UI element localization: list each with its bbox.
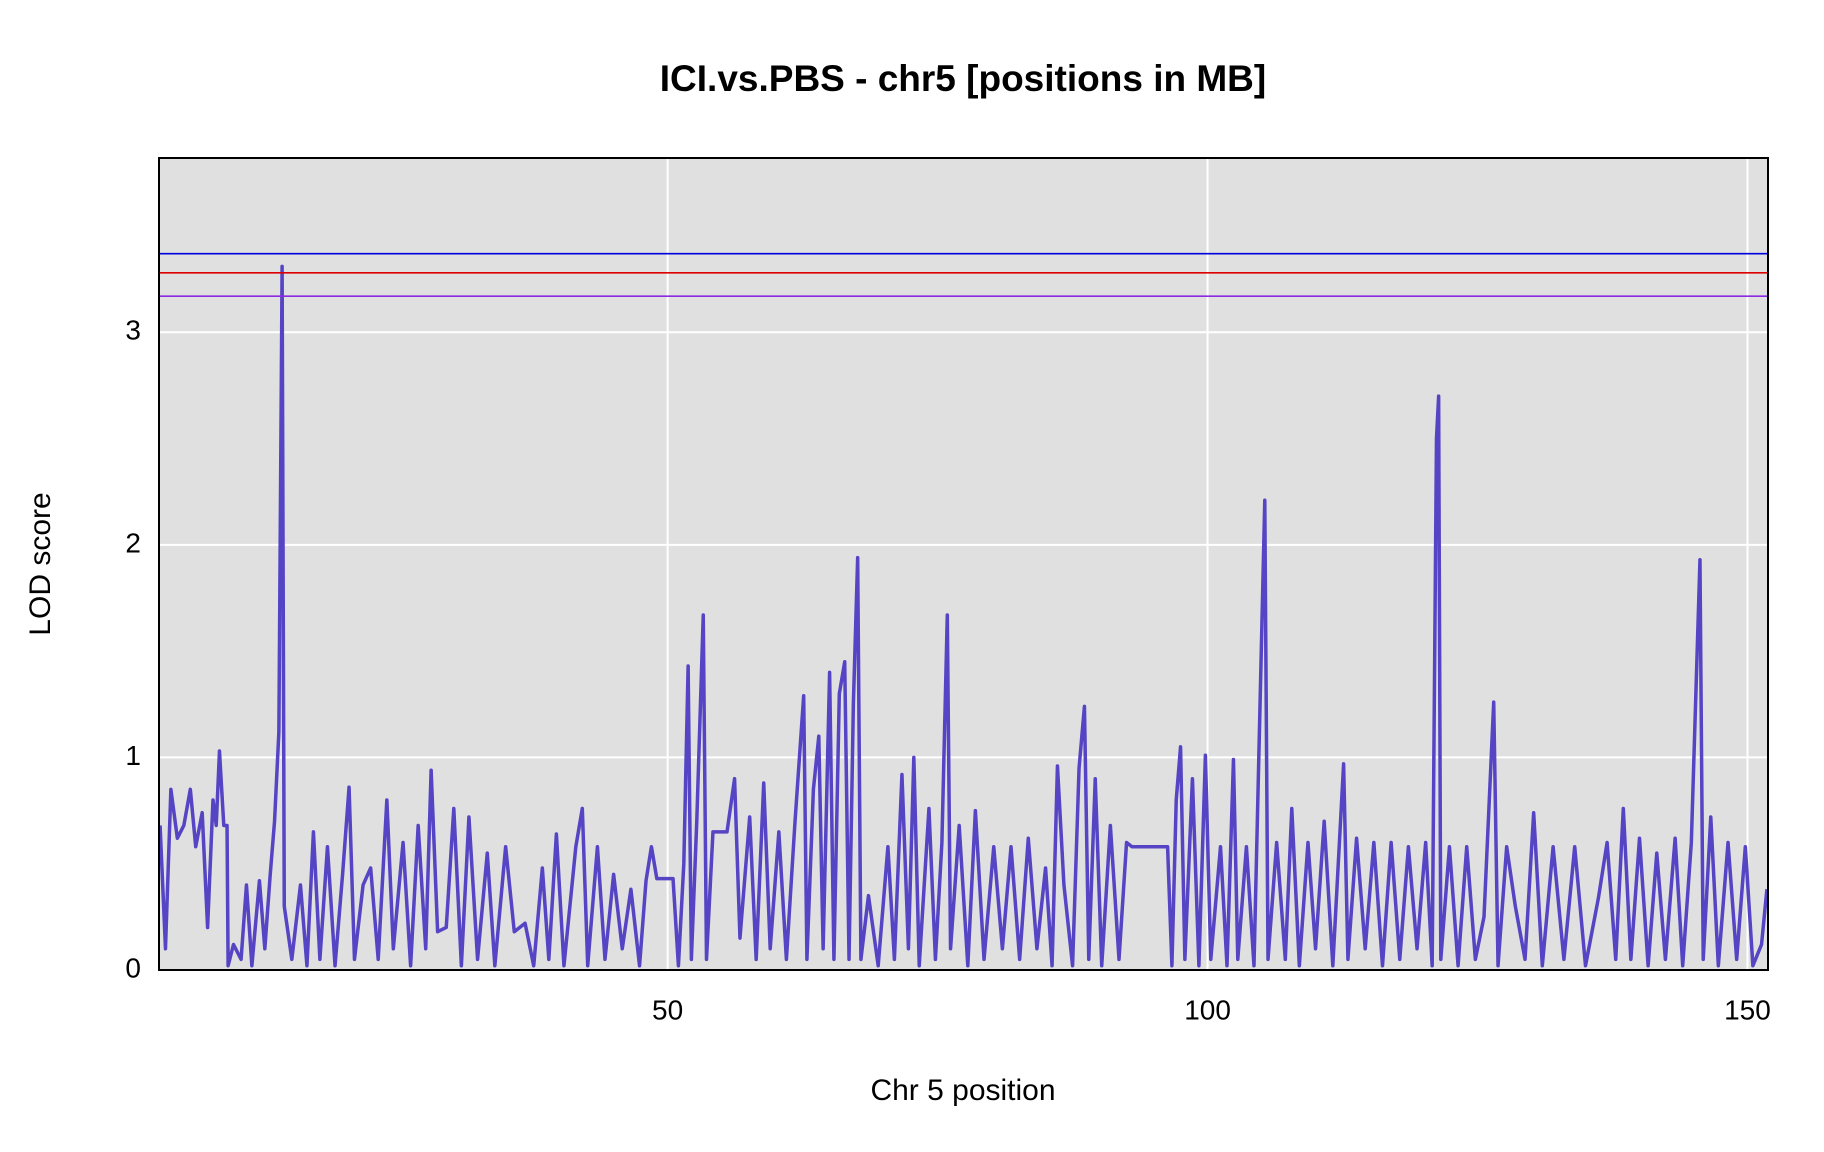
plot-background [159, 158, 1768, 970]
y-tick-label: 0 [125, 952, 141, 983]
lod-line [159, 264, 1768, 968]
y-tick-label: 1 [125, 740, 141, 771]
y-tick-label: 3 [125, 315, 141, 346]
x-axis-label: Chr 5 position [870, 1074, 1055, 1107]
y-axis-label: LOD score [24, 492, 57, 635]
x-tick-label: 50 [652, 994, 683, 1025]
chart-title: ICI.vs.PBS - chr5 [positions in MB] [660, 58, 1266, 99]
x-tick-label: 100 [1184, 994, 1231, 1025]
x-tick-label: 150 [1724, 994, 1771, 1025]
plot-border [158, 157, 1769, 971]
y-tick-label: 2 [125, 527, 141, 558]
